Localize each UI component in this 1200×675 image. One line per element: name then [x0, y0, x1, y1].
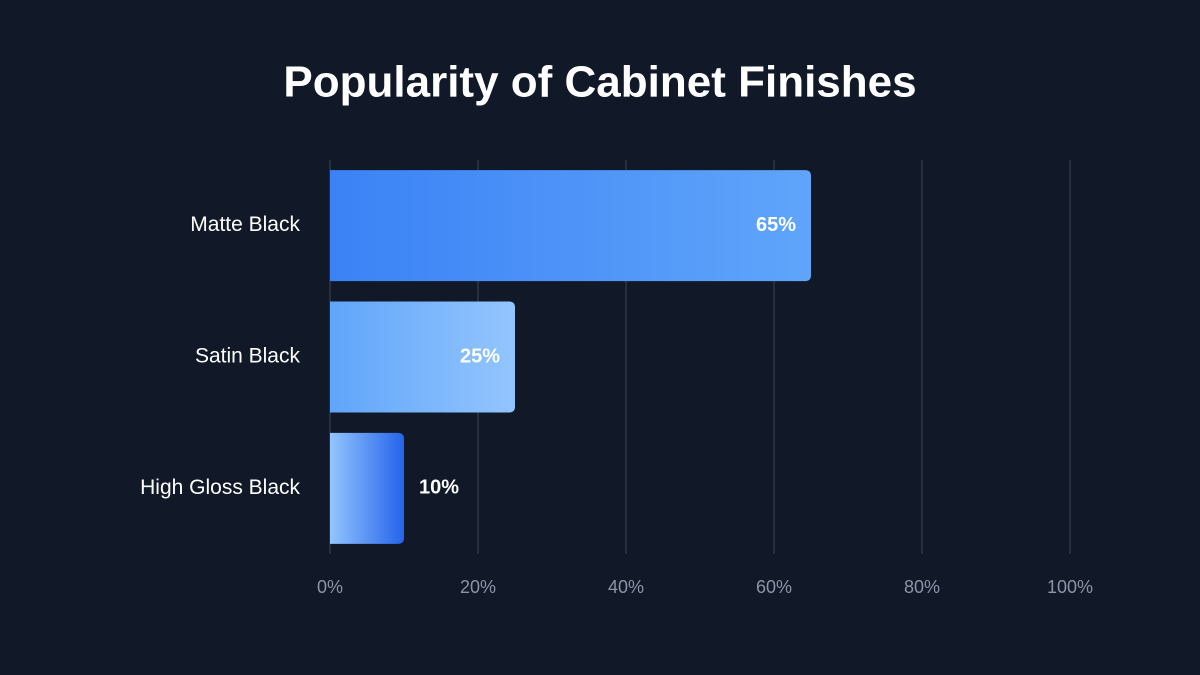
bar — [330, 301, 515, 413]
x-tick-label: 40% — [608, 577, 644, 597]
bar — [330, 170, 811, 282]
x-tick-label: 100% — [1047, 577, 1093, 597]
x-tick-label: 20% — [460, 577, 496, 597]
value-label: 65% — [756, 214, 796, 236]
chart-title: Popularity of Cabinet Finishes — [283, 58, 916, 107]
x-tick-label: 0% — [317, 577, 343, 597]
value-label: 25% — [460, 345, 500, 367]
value-label: 10% — [419, 477, 459, 499]
bar — [330, 432, 404, 544]
y-tick-label: High Gloss Black — [140, 476, 300, 499]
y-tick-label: Satin Black — [195, 345, 301, 368]
x-tick-label: 60% — [756, 577, 792, 597]
y-tick-label: Matte Black — [190, 213, 300, 236]
x-tick-label: 80% — [904, 577, 940, 597]
